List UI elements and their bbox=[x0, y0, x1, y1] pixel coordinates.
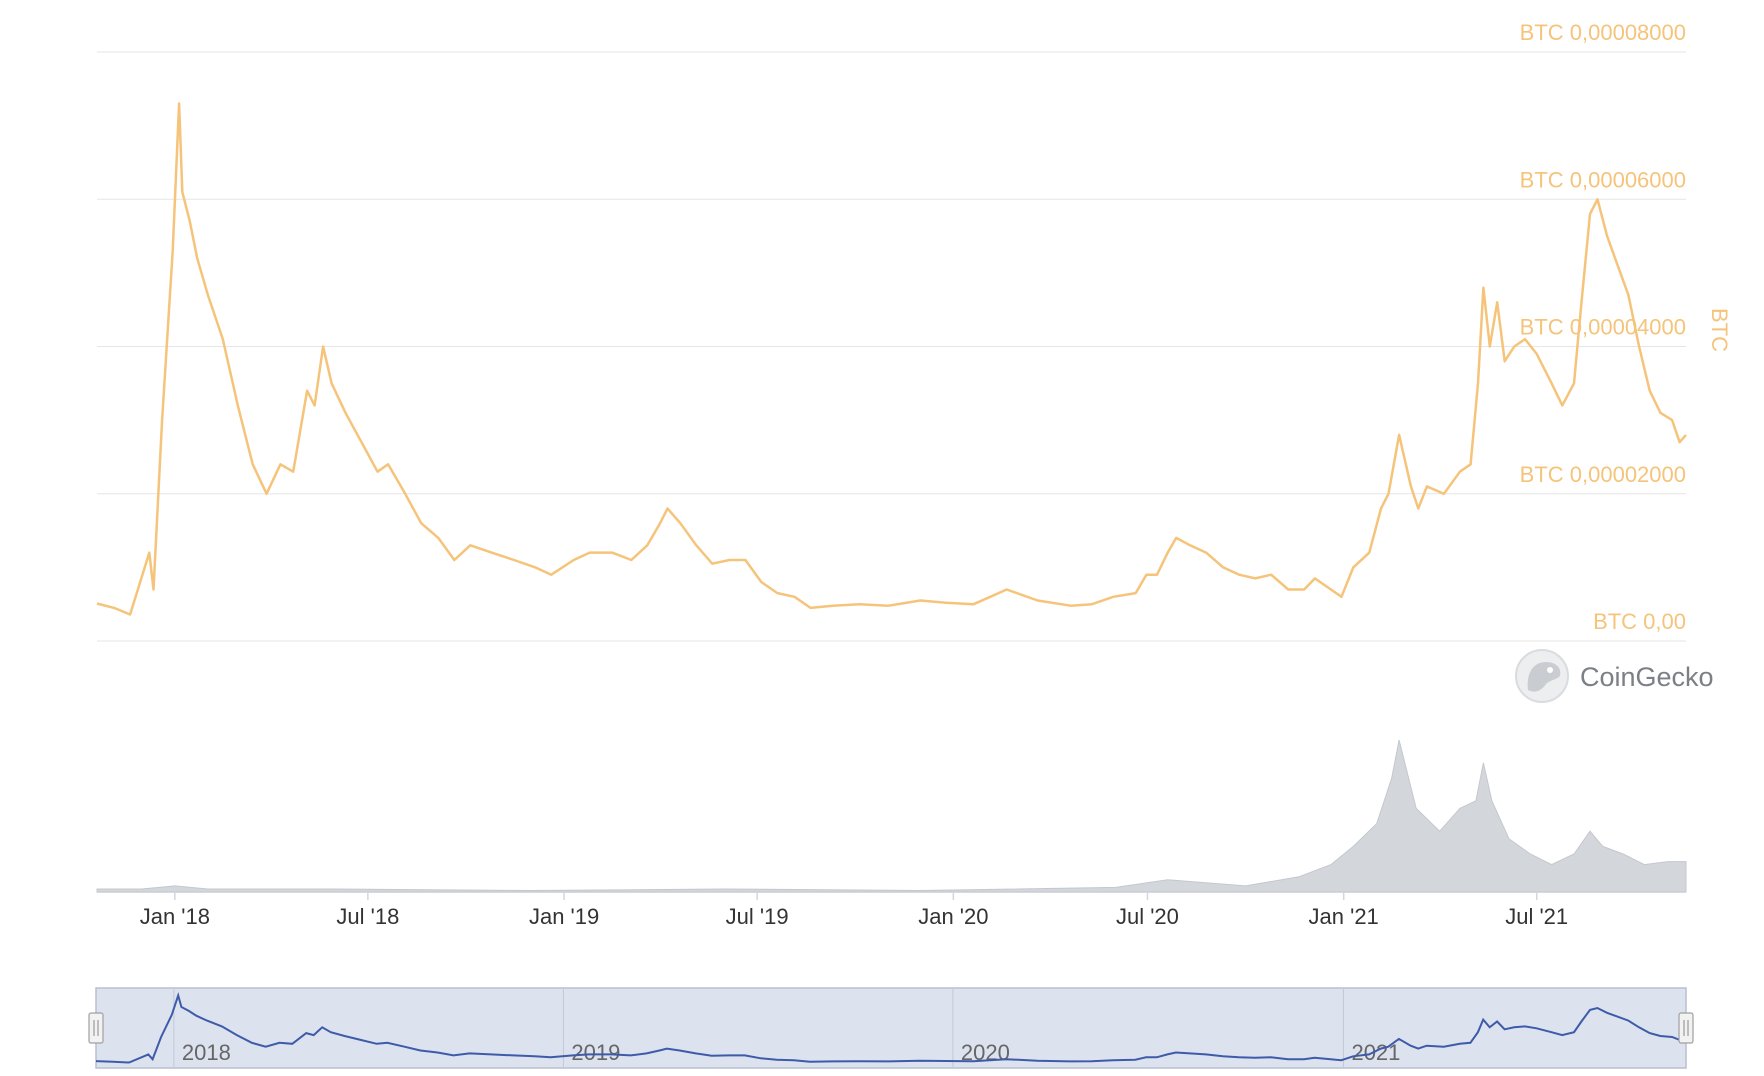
x-tick-label-7: Jul '21 bbox=[1505, 904, 1568, 929]
watermark-label: CoinGecko bbox=[1580, 662, 1714, 692]
y-axis-title: BTC bbox=[1707, 308, 1732, 352]
coingecko-watermark: CoinGecko bbox=[1515, 649, 1714, 703]
price-line bbox=[96, 102, 1687, 616]
price-series bbox=[96, 102, 1687, 616]
x-tick-label-4: Jan '20 bbox=[918, 904, 988, 929]
handle-grip-right[interactable] bbox=[1678, 1012, 1694, 1044]
y-tick-label-4: BTC 0,00008000 bbox=[1520, 20, 1686, 45]
navigator-label-0: 2018 bbox=[182, 1040, 231, 1065]
navigator-label-1: 2019 bbox=[571, 1040, 620, 1065]
volume-area bbox=[96, 739, 1687, 893]
y-axis-ticks: BTC 0,00 BTC 0,00002000 BTC 0,00004000 BTC … bbox=[1520, 20, 1686, 634]
x-tick-label-5: Jul '20 bbox=[1116, 904, 1179, 929]
x-tick-label-6: Jan '21 bbox=[1309, 904, 1379, 929]
x-tick-label-1: Jul '18 bbox=[336, 904, 399, 929]
navigator-handle-right[interactable] bbox=[1678, 1012, 1694, 1044]
x-tick-label-0: Jan '18 bbox=[140, 904, 210, 929]
volume-series bbox=[96, 739, 1687, 893]
navigator-line bbox=[95, 991, 1687, 1064]
y-tick-label-1: BTC 0,00002000 bbox=[1520, 462, 1686, 487]
grid-lines bbox=[97, 51, 1686, 893]
range-navigator[interactable]: 2018 2019 2020 2021 bbox=[88, 987, 1694, 1069]
y-tick-label-2: BTC 0,00004000 bbox=[1520, 315, 1686, 340]
navigator-handle-left[interactable] bbox=[88, 1012, 104, 1044]
handle-grip-left[interactable] bbox=[88, 1012, 104, 1044]
navigator-selection[interactable] bbox=[95, 987, 1687, 1069]
x-tick-label-3: Jul '19 bbox=[726, 904, 789, 929]
y-tick-label-3: BTC 0,00006000 bbox=[1520, 167, 1686, 192]
gecko-eye-icon bbox=[1547, 667, 1553, 673]
x-tick-label-2: Jan '19 bbox=[529, 904, 599, 929]
x-axis-ticks: Jan '18 Jul '18 Jan '19 Jul '19 Jan '20 Jul '… bbox=[140, 892, 1568, 929]
y-tick-label-0: BTC 0,00 bbox=[1593, 609, 1686, 634]
